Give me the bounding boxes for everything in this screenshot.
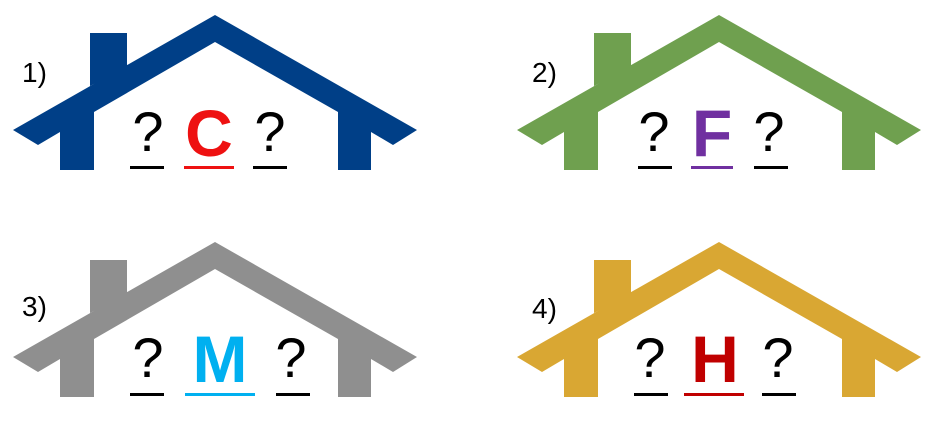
house-2-roof-icon: [517, 15, 921, 170]
house-number: 3): [22, 291, 47, 322]
left-question-mark: ?: [638, 100, 670, 163]
house-panel-3: 3) ? M ?: [0, 227, 464, 437]
center-letter: H: [691, 322, 739, 396]
right-question-mark: ?: [753, 100, 785, 163]
house-4-roof-icon: [517, 242, 921, 397]
right-blank-underline: [276, 393, 310, 396]
center-letter: C: [185, 96, 233, 170]
center-letter: M: [192, 322, 248, 396]
right-blank-underline: [253, 166, 287, 169]
left-question-mark: ?: [634, 326, 666, 389]
right-blank-underline: [754, 166, 788, 169]
right-question-mark: ?: [762, 326, 794, 389]
house-panel-4: 4) ? H ?: [504, 227, 928, 437]
left-question-mark: ?: [132, 100, 164, 163]
house-number: 4): [532, 293, 557, 324]
house-number: 1): [22, 57, 47, 88]
house-panel-1: 1) ? C ?: [0, 0, 464, 210]
house-panel-2: 2) ? F ?: [504, 0, 928, 210]
house-number: 2): [532, 57, 557, 88]
left-blank-underline: [130, 166, 164, 169]
center-letter-underline: [185, 393, 255, 396]
right-question-mark: ?: [275, 326, 307, 389]
house-3-roof-icon: [13, 242, 417, 397]
center-letter-underline: [684, 393, 744, 396]
right-question-mark: ?: [254, 100, 286, 163]
left-blank-underline: [130, 393, 164, 396]
house-1-roof-icon: [13, 15, 417, 170]
left-blank-underline: [638, 166, 672, 169]
left-question-mark: ?: [132, 326, 164, 389]
left-blank-underline: [634, 393, 668, 396]
center-letter: F: [691, 96, 733, 170]
center-letter-underline: [184, 166, 234, 169]
center-letter-underline: [691, 166, 733, 169]
right-blank-underline: [762, 393, 796, 396]
